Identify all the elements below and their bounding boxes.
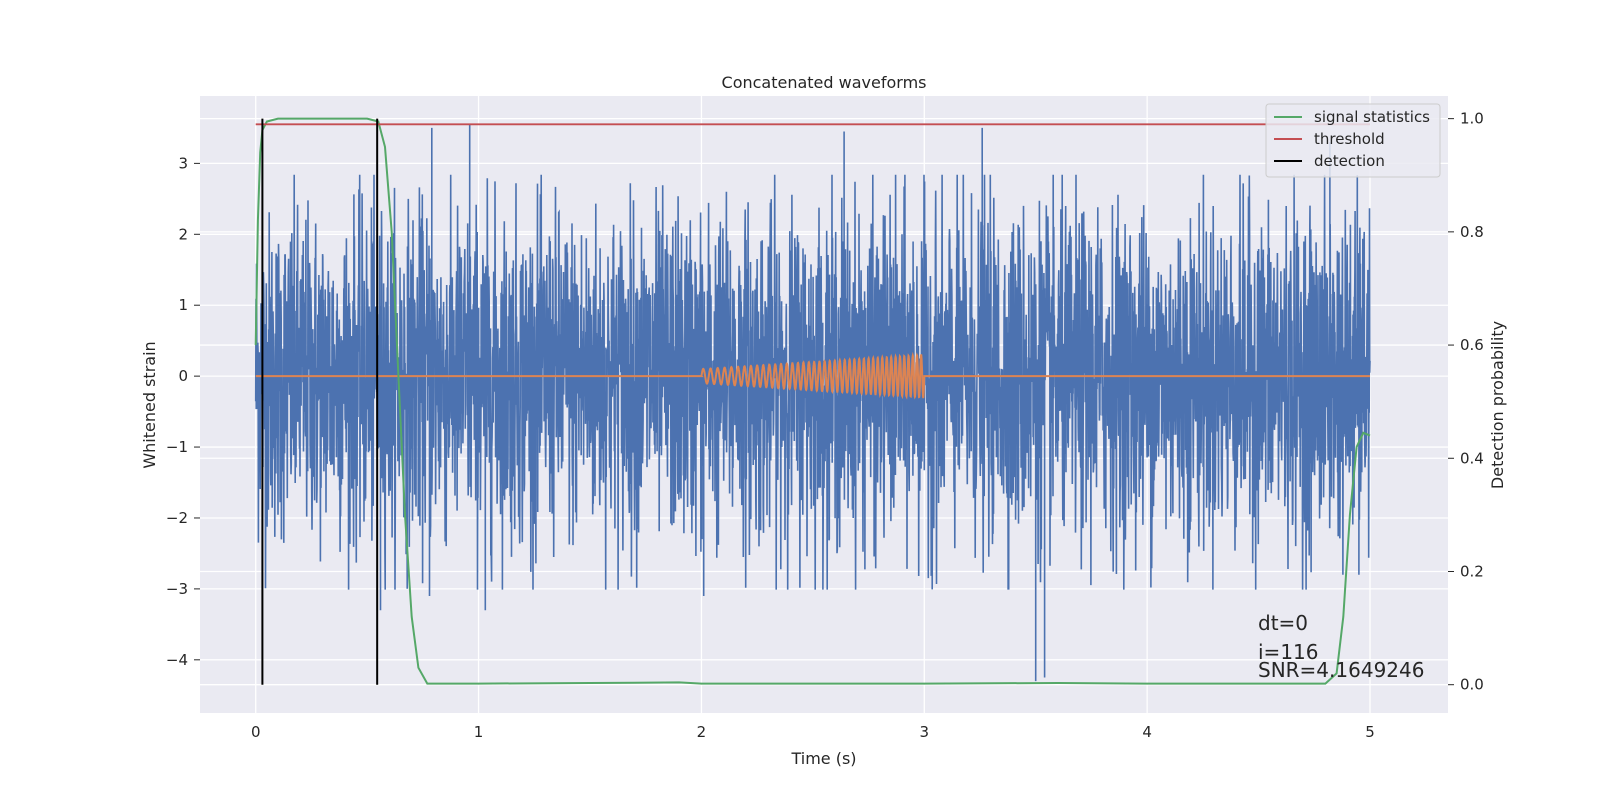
y-left-tick-label: −2 [166, 509, 188, 527]
y-left-tick-label: −1 [166, 438, 188, 456]
plot-area [254, 117, 1371, 685]
y-right-tick-label: 0.2 [1460, 562, 1484, 580]
series-injected-signal [255, 351, 1371, 400]
x-tick-label: 0 [251, 723, 261, 741]
legend-frame [1265, 103, 1441, 178]
x-axis-label: Time (s) [790, 749, 856, 768]
legend: signal statistics threshold detection [1265, 103, 1441, 178]
y-right-tick-label: 0.0 [1460, 676, 1484, 694]
y-left-tick-label: 0 [178, 367, 188, 385]
y-left-tick-label: 3 [178, 154, 188, 172]
axes: 0 1 2 3 4 5 −4 −3 −2 −1 0 1 2 3 0.0 0.2 0.4 0.6 0.8 1.0 [166, 110, 1484, 741]
x-tick-label: 3 [920, 723, 930, 741]
y-right-tick-label: 1.0 [1460, 110, 1484, 128]
x-tick-label: 2 [697, 723, 707, 741]
legend-label-threshold: threshold [1314, 130, 1385, 148]
y-axis-label-right: Detection probability [1488, 321, 1507, 489]
y-left-tick-label: −3 [166, 580, 188, 598]
annotation-snr: SNR=4.1649246 [1258, 658, 1424, 682]
y-axis-label-left: Whitened strain [140, 341, 159, 468]
series-whitened-strain [254, 124, 1371, 682]
series-signal-statistics [254, 117, 1371, 685]
x-tick-label: 1 [474, 723, 484, 741]
y-right-tick-label: 0.4 [1460, 449, 1484, 467]
annotation-dt: dt=0 [1258, 611, 1308, 635]
chart-title: Concatenated waveforms [722, 73, 927, 92]
x-tick-label: 5 [1365, 723, 1375, 741]
y-left-tick-label: −4 [166, 651, 188, 669]
legend-label-signal-statistics: signal statistics [1314, 108, 1430, 126]
y-left-tick-label: 2 [178, 225, 188, 243]
annotation-i: i=116 [1258, 640, 1319, 664]
x-tick-label: 4 [1142, 723, 1152, 741]
legend-label-detection: detection [1314, 152, 1385, 170]
y-right-tick-label: 0.8 [1460, 223, 1484, 241]
y-left-tick-label: 1 [178, 296, 188, 314]
y-right-tick-label: 0.6 [1460, 336, 1484, 354]
